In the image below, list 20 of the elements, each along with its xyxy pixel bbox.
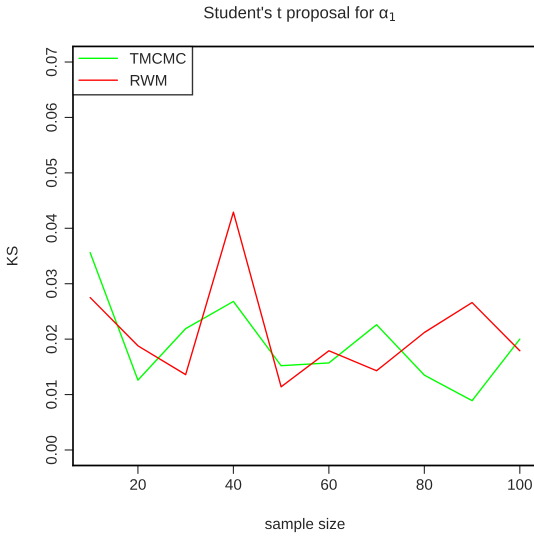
y-tick-label: 0.02 [46, 325, 57, 354]
y-tick-label: 0.06 [46, 103, 57, 132]
line-series [89, 252, 521, 402]
y-tick-label: 0.07 [46, 48, 57, 76]
x-axis-title: sample size [265, 518, 345, 532]
chart-title: Student's t proposal for α$_{1}$ [204, 6, 395, 22]
x-tick-label: 40 [225, 479, 242, 490]
y-tick-label: 0.01 [46, 380, 57, 409]
y-tick-label: 0.00 [46, 436, 57, 464]
x-tick-label: 80 [416, 479, 432, 490]
legend-label: TMCMC [130, 53, 186, 64]
legend-label: RWM [130, 75, 166, 86]
y-axis-title: KS [6, 246, 18, 265]
x-tick-label: 60 [321, 479, 337, 490]
line-series [89, 212, 521, 388]
x-tick-label: 20 [130, 479, 146, 490]
y-tick-label: 0.03 [46, 270, 57, 298]
x-tick-label: 100 [508, 479, 532, 490]
y-tick-label: 0.05 [46, 158, 57, 188]
y-tick-label: 0.04 [46, 214, 57, 243]
